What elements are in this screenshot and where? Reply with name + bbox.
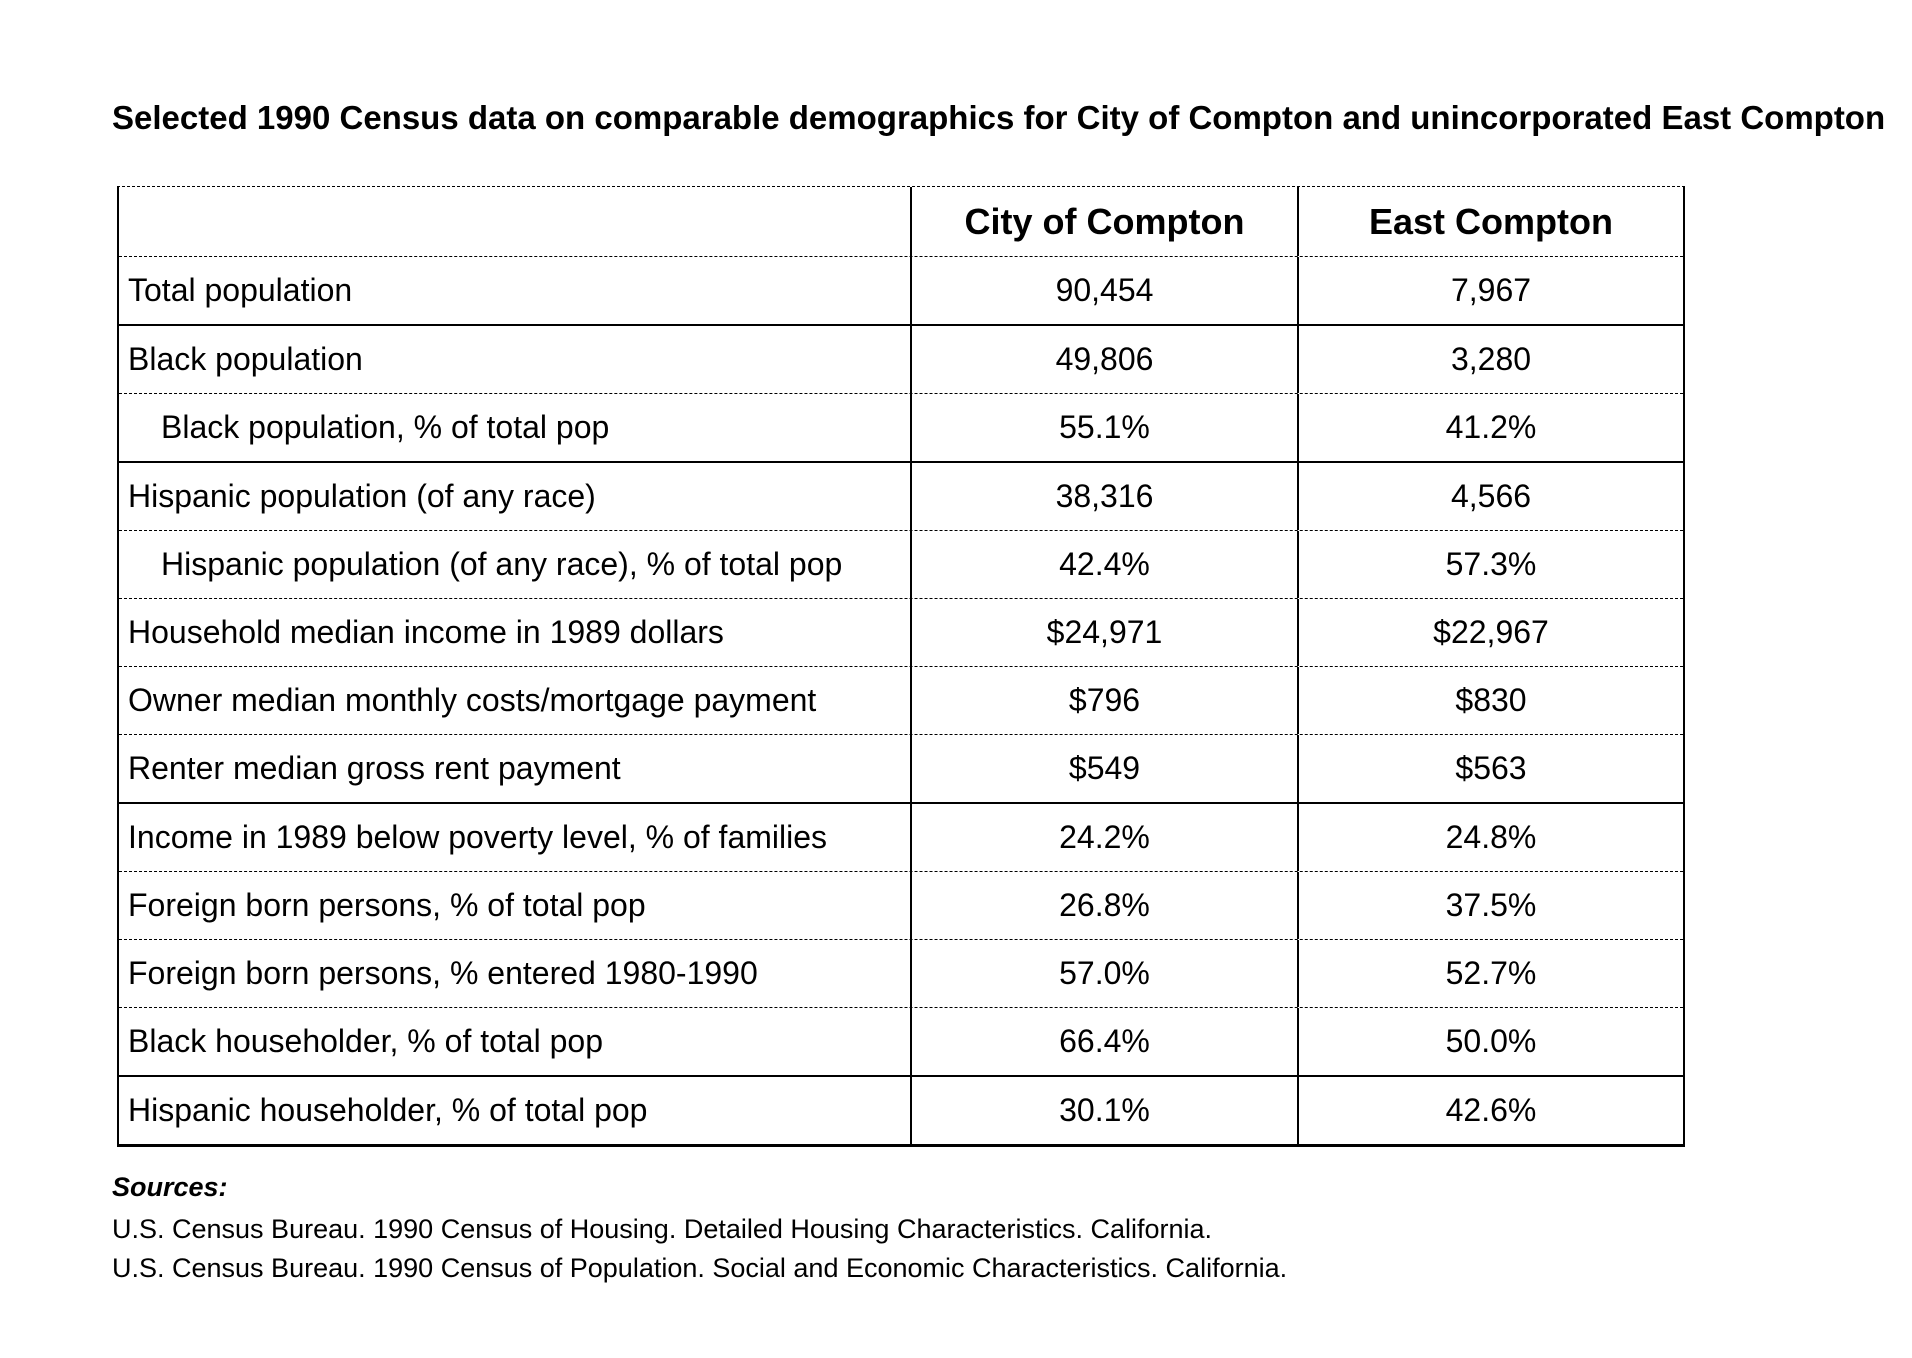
table-row: Hispanic population (of any race), % of … xyxy=(119,531,1683,599)
row-label: Black population xyxy=(128,341,363,377)
column-header-east: East Compton xyxy=(1297,187,1683,256)
east-value: 24.8% xyxy=(1297,804,1683,871)
city-value: $549 xyxy=(910,735,1297,802)
city-value: 66.4% xyxy=(910,1008,1297,1075)
row-label: Black householder, % of total pop xyxy=(128,1023,603,1059)
east-value: 41.2% xyxy=(1297,394,1683,461)
row-label: Owner median monthly costs/mortgage paym… xyxy=(128,682,817,718)
city-value: $796 xyxy=(910,667,1297,734)
row-label: Total population xyxy=(128,272,353,308)
table-row: Foreign born persons, % entered 1980-199… xyxy=(119,940,1683,1008)
table-row: Black householder, % of total pop 66.4% … xyxy=(119,1008,1683,1077)
row-label: Household median income in 1989 dollars xyxy=(128,614,724,650)
city-value: 90,454 xyxy=(910,257,1297,324)
corner-cell xyxy=(119,187,910,256)
sources-section: Sources: U.S. Census Bureau. 1990 Census… xyxy=(112,1172,1287,1288)
east-value: 52.7% xyxy=(1297,940,1683,1007)
census-table: City of Compton East Compton Total popul… xyxy=(117,186,1685,1147)
table-header-row: City of Compton East Compton xyxy=(119,187,1683,257)
row-label: Hispanic householder, % of total pop xyxy=(128,1092,648,1128)
east-value: 42.6% xyxy=(1297,1077,1683,1144)
east-value: 3,280 xyxy=(1297,326,1683,393)
table-row: Black population, % of total pop 55.1% 4… xyxy=(119,394,1683,463)
row-label: Black population, % of total pop xyxy=(161,409,610,445)
east-value: 4,566 xyxy=(1297,463,1683,530)
row-label: Income in 1989 below poverty level, % of… xyxy=(128,819,828,855)
city-value: 38,316 xyxy=(910,463,1297,530)
column-header-city: City of Compton xyxy=(910,187,1297,256)
table-row: Total population 90,454 7,967 xyxy=(119,257,1683,326)
source-line: U.S. Census Bureau. 1990 Census of Housi… xyxy=(112,1214,1213,1244)
row-label: Hispanic population (of any race), % of … xyxy=(161,546,843,582)
east-value: $563 xyxy=(1297,735,1683,802)
row-label: Foreign born persons, % of total pop xyxy=(128,887,646,923)
east-value: 57.3% xyxy=(1297,531,1683,598)
row-label: Hispanic population (of any race) xyxy=(128,478,596,514)
table-row: Foreign born persons, % of total pop 26.… xyxy=(119,872,1683,940)
east-value: 50.0% xyxy=(1297,1008,1683,1075)
city-value: 49,806 xyxy=(910,326,1297,393)
table-row: Hispanic householder, % of total pop 30.… xyxy=(119,1077,1683,1144)
row-label: Renter median gross rent payment xyxy=(128,750,621,786)
table-row: Hispanic population (of any race) 38,316… xyxy=(119,463,1683,531)
city-value: 57.0% xyxy=(910,940,1297,1007)
table-row: Black population 49,806 3,280 xyxy=(119,326,1683,394)
city-value: 26.8% xyxy=(910,872,1297,939)
sources-heading: Sources: xyxy=(112,1172,228,1202)
table-body: Total population 90,454 7,967 Black popu… xyxy=(119,257,1683,1144)
east-value: $22,967 xyxy=(1297,599,1683,666)
east-value: 7,967 xyxy=(1297,257,1683,324)
city-value: 55.1% xyxy=(910,394,1297,461)
table-row: Household median income in 1989 dollars … xyxy=(119,599,1683,667)
east-value: 37.5% xyxy=(1297,872,1683,939)
row-label: Foreign born persons, % entered 1980-199… xyxy=(128,955,758,991)
source-line: U.S. Census Bureau. 1990 Census of Popul… xyxy=(112,1253,1288,1283)
table-row: Renter median gross rent payment $549 $5… xyxy=(119,735,1683,804)
page-title: Selected 1990 Census data on comparable … xyxy=(112,99,1886,136)
city-value: 42.4% xyxy=(910,531,1297,598)
table-row: Income in 1989 below poverty level, % of… xyxy=(119,804,1683,872)
table-row: Owner median monthly costs/mortgage paym… xyxy=(119,667,1683,735)
city-value: 24.2% xyxy=(910,804,1297,871)
city-value: 30.1% xyxy=(910,1077,1297,1144)
east-value: $830 xyxy=(1297,667,1683,734)
city-value: $24,971 xyxy=(910,599,1297,666)
